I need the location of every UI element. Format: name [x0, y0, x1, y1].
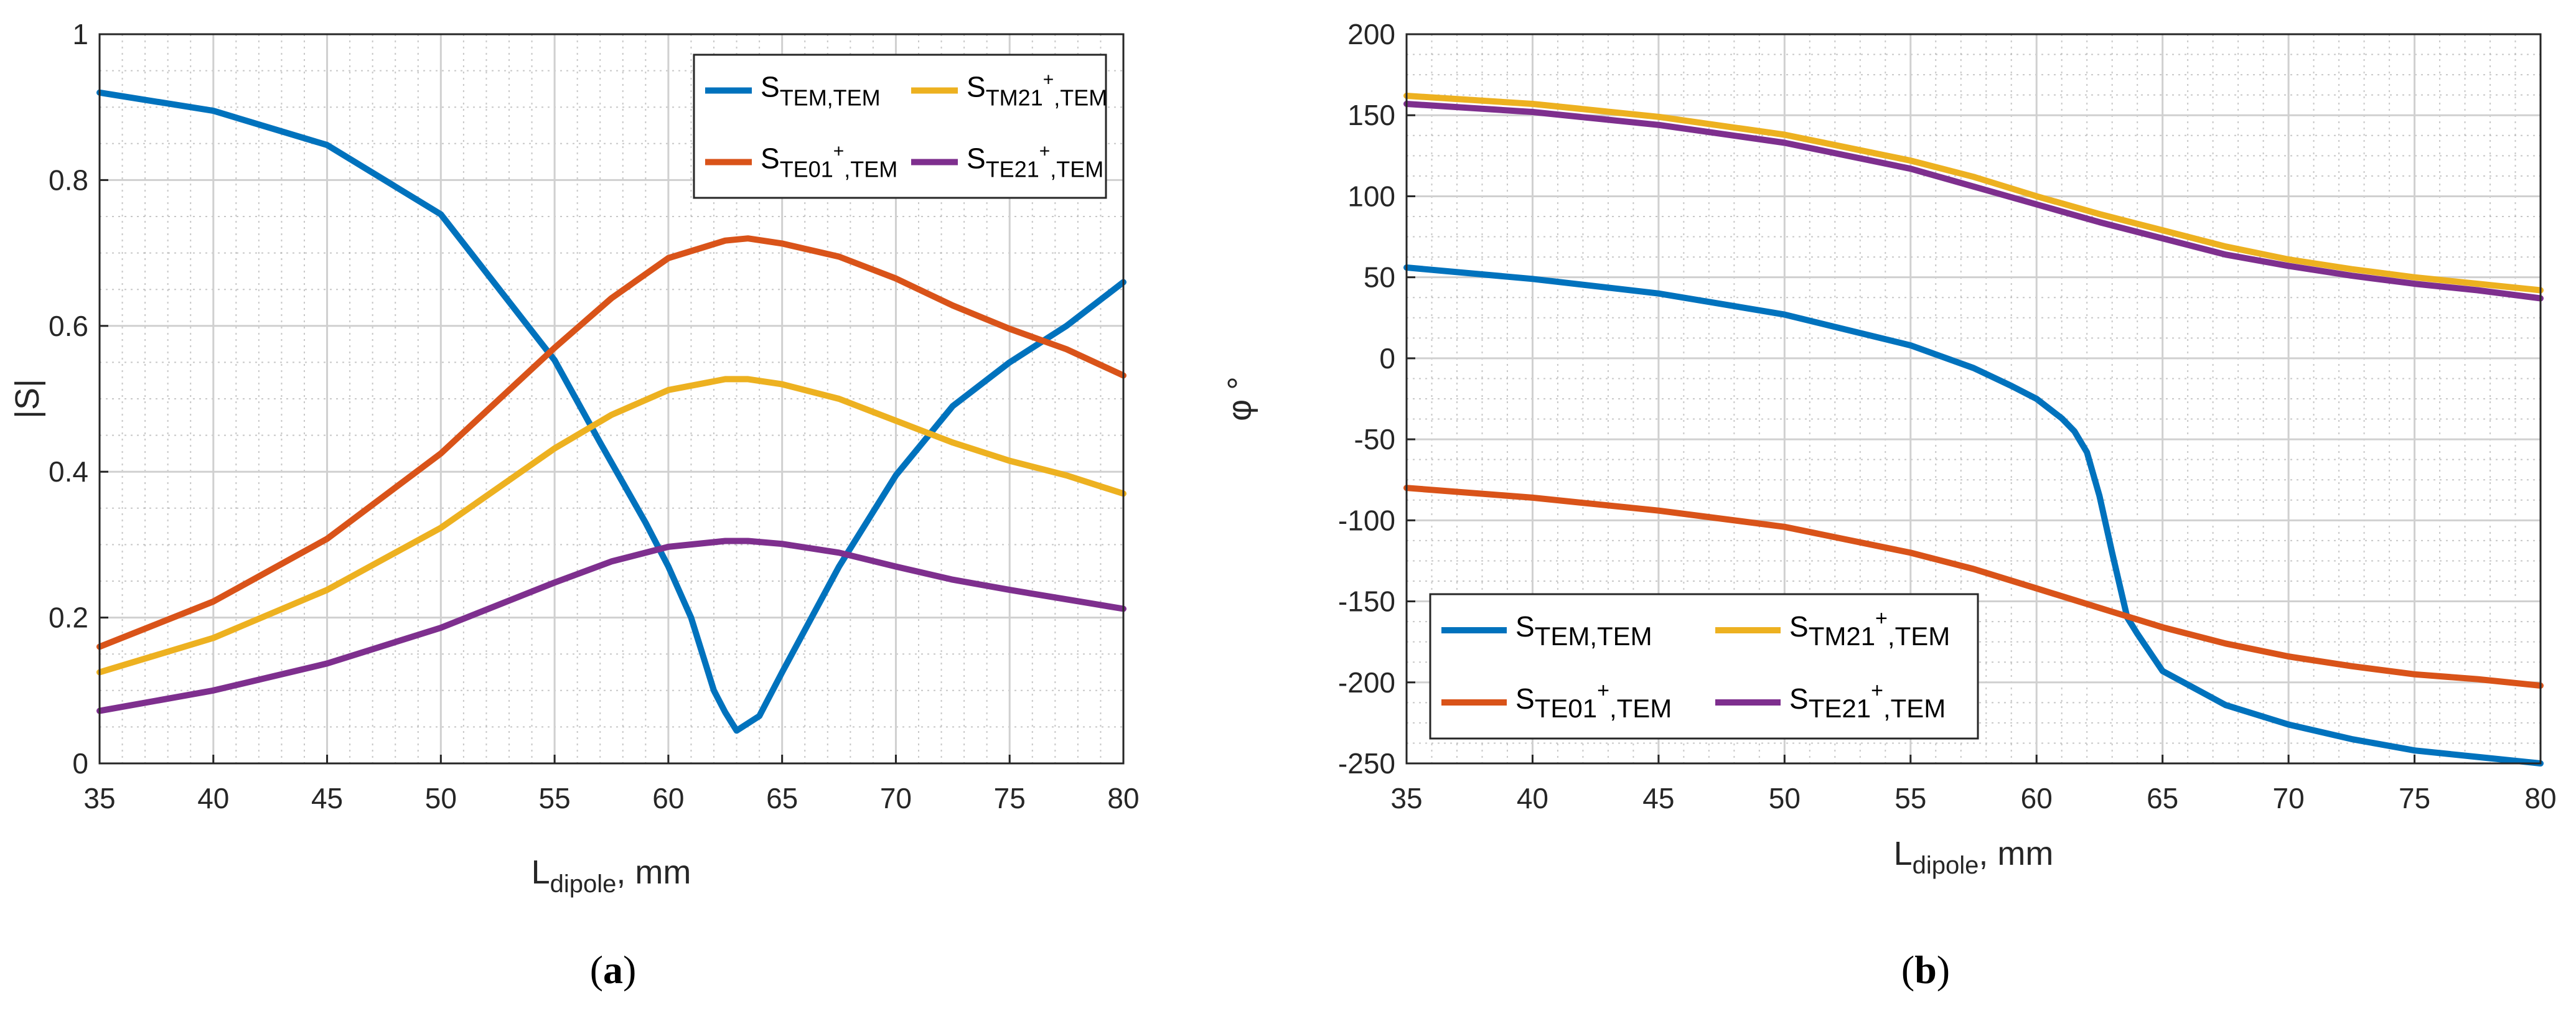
series-line-s-tm21-tem — [96, 376, 1126, 676]
y-tick-label: 150 — [1347, 99, 1395, 131]
x-tick-label: 35 — [1390, 782, 1422, 814]
legend-label: STE01+,TEM — [761, 141, 897, 182]
x-tick-label: 45 — [311, 782, 343, 814]
x-tick-label: 40 — [1517, 782, 1548, 814]
x-tick-label: 60 — [2021, 782, 2053, 814]
legend-item: STEM,TEM — [1441, 610, 1652, 651]
series-line-s-tm21-tem — [1403, 93, 2544, 294]
x-tick-label: 65 — [766, 782, 798, 814]
axes-frame — [98, 33, 1125, 765]
y-tick-label: 0.8 — [49, 164, 88, 196]
x-tick-label: 70 — [2273, 782, 2305, 814]
x-tick-label: 65 — [2147, 782, 2178, 814]
x-tick-label: 80 — [1107, 782, 1139, 814]
legend-label: STM21+,TEM — [967, 70, 1107, 111]
y-tick-label: 200 — [1347, 18, 1395, 50]
y-tick-label: -250 — [1338, 747, 1395, 780]
legend-box — [693, 54, 1107, 199]
x-tick-label: 50 — [425, 782, 457, 814]
legend-box — [1429, 593, 1979, 740]
legend-item: STM21+,TEM — [911, 70, 1107, 111]
legend: STEM,TEM STM21+,TEM STE01+,TEM STE21+,TEM — [693, 54, 1107, 199]
legend: STEM,TEM STM21+,TEM STE01+,TEM STE21+,TEM — [1429, 593, 1979, 740]
panel-label: (b) — [1901, 948, 1950, 992]
legend-label: STM21+,TEM — [1789, 607, 1950, 651]
chart-panel-a: 35 40 45 50 55 60 65 70 75 80 0 0.2 0.4 0.6 0.8 1 Ldipol… — [9, 18, 1140, 992]
x-tick-label: 35 — [83, 782, 115, 814]
y-tick-label: 0 — [72, 747, 88, 780]
legend-item: STEM,TEM — [705, 71, 881, 111]
legend-item: STM21+,TEM — [1715, 607, 1950, 651]
legend-label: STE21+,TEM — [967, 141, 1103, 182]
legend-item: STE21+,TEM — [1715, 679, 1946, 723]
x-tick-label: 55 — [1895, 782, 1926, 814]
x-axis-label: Ldipole, mm — [532, 854, 691, 898]
y-tick-label: 0.6 — [49, 310, 88, 342]
x-tick-label: 75 — [2399, 782, 2430, 814]
x-tick-label: 80 — [2524, 782, 2556, 814]
x-tick-label: 50 — [1769, 782, 1801, 814]
x-tick-label: 40 — [197, 782, 229, 814]
x-tick-label: 45 — [1642, 782, 1674, 814]
series-line-s-te01-tem — [1403, 485, 2544, 689]
legend-label: STEM,TEM — [1515, 610, 1652, 651]
x-axis-label: Ldipole, mm — [1894, 835, 2054, 879]
legend-item: STE01+,TEM — [705, 141, 897, 182]
legend-label: STEM,TEM — [761, 71, 881, 111]
chart-panel-b: 35 40 45 50 55 60 65 70 75 80 -250 -200 -150 -100 -50 0… — [1221, 18, 2557, 992]
x-tick-label: 75 — [994, 782, 1026, 814]
series-line-s-te21-tem — [96, 538, 1126, 714]
x-tick-label: 55 — [539, 782, 571, 814]
y-tick-label: -100 — [1338, 504, 1395, 536]
y-axis-label: |S| — [9, 379, 46, 419]
y-tick-label: 100 — [1347, 180, 1395, 212]
y-tick-label: 0.2 — [49, 602, 88, 634]
series-line-s-tem-tem — [96, 89, 1126, 734]
panel-label: (a) — [590, 948, 637, 992]
legend-label: STE21+,TEM — [1789, 679, 1946, 723]
series-line-s-te21-tem — [1403, 101, 2544, 302]
y-tick-label: -50 — [1354, 423, 1395, 455]
legend-label: STE01+,TEM — [1515, 679, 1672, 723]
y-axis-label: φ ° — [1221, 376, 1258, 421]
x-tick-label: 70 — [880, 782, 912, 814]
x-tick-label: 60 — [652, 782, 684, 814]
y-tick-label: 50 — [1364, 261, 1395, 294]
y-tick-label: 0 — [1379, 342, 1395, 375]
y-tick-label: -200 — [1338, 666, 1395, 699]
legend-item: STE01+,TEM — [1441, 679, 1672, 723]
y-tick-label: 0.4 — [49, 455, 88, 488]
y-tick-label: 1 — [72, 18, 88, 50]
y-tick-label: -150 — [1338, 585, 1395, 618]
axes-frame — [1405, 33, 2542, 765]
series-line-s-tem-tem — [1403, 264, 2544, 767]
series-line-s-te01-tem — [96, 235, 1126, 650]
legend-item: STE21+,TEM — [911, 141, 1103, 182]
